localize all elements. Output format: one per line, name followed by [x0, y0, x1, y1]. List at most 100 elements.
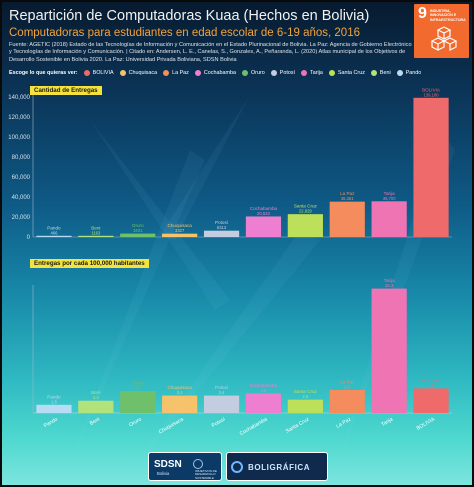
sdg-label: INDUSTRIA, INNOVACIÓN E INFRAESTRUCTURA: [430, 9, 466, 22]
chart-entregas-por-habitantes: Pando1.6PandoBeni2.4BeniOruro4.3OruroChu…: [32, 278, 452, 437]
bar-category-label: Beni: [91, 225, 100, 230]
bar-value-label: 2.6: [302, 394, 308, 399]
x-tick-label: BOLIVIA: [416, 416, 437, 432]
sdg-badge: 9 INDUSTRIA, INNOVACIÓN E INFRAESTRUCTUR…: [414, 4, 469, 58]
bar: [120, 390, 156, 413]
legend-item-tarija[interactable]: Tarija: [301, 70, 323, 76]
bar-value-label: 22,829: [299, 209, 312, 214]
bar: [36, 235, 72, 237]
x-tick-label: Cochabamba: [239, 416, 269, 437]
bar: [120, 233, 156, 237]
x-tick-label: Santa Cruz: [285, 416, 311, 434]
bar-category-label: Pando: [47, 394, 61, 399]
y-tick-label: 40,000: [12, 195, 31, 201]
bar-category-label: Tarija: [384, 191, 395, 196]
sdsn-logo[interactable]: SDSN Bolivia OBJETIVOS DE DESARROLLO SOS…: [148, 452, 222, 481]
y-tick-label: 100,000: [8, 135, 30, 141]
bar: [413, 97, 449, 237]
page-subtitle: Computadoras para estudiantes en edad es…: [9, 27, 360, 39]
legend-label: Beni: [379, 70, 391, 76]
legend-label: Cochabamba: [203, 70, 236, 76]
legend-item-pando[interactable]: Pando: [396, 70, 421, 76]
bar-category-label: La Paz: [340, 379, 355, 384]
x-tick-label: Beni: [89, 417, 101, 427]
bar-value-label: 4.3: [135, 385, 141, 390]
legend-swatch: [301, 70, 308, 76]
bar-category-label: Tarija: [384, 278, 395, 283]
boligrafica-ring-icon: [231, 461, 243, 473]
legend-swatch: [194, 70, 201, 76]
legend-swatch: [119, 70, 126, 76]
legend-swatch: [83, 70, 90, 76]
legend-item-cochabamba[interactable]: Cochabamba: [194, 70, 236, 76]
y-tick-label: 140,000: [8, 95, 30, 101]
bar: [203, 230, 240, 237]
legend-item-la-paz[interactable]: La Paz: [163, 70, 189, 76]
chart-cantidad-entregas: 0 20,000 40,000 60,000 80,000 100,000 120,000 1…: [8, 87, 452, 241]
bar-category-label: BOLIVIA: [422, 87, 441, 92]
legend-label: Potosí: [279, 70, 296, 76]
bar-value-label: 2.4: [93, 395, 99, 400]
legend-item-santa-cruz[interactable]: Santa Cruz: [328, 70, 365, 76]
bar: [78, 235, 114, 237]
bar-category-label: Cochabamba: [250, 383, 278, 388]
bar-value-label: 35,700: [383, 196, 396, 201]
bar-category-label: BOLIVIA: [422, 378, 441, 383]
boligrafica-logo[interactable]: BOLIGRÁFICA: [226, 452, 328, 481]
legend-item-beni[interactable]: Beni: [370, 70, 391, 76]
y-tick-label: 80,000: [12, 155, 31, 161]
bar: [371, 288, 407, 413]
bar-category-label: Beni: [91, 390, 100, 395]
bar-value-label: 20,533: [257, 211, 270, 216]
bar-category-label: Chuquisaca: [168, 385, 193, 390]
legend-label: Santa Cruz: [337, 70, 365, 76]
legend-item-oruro[interactable]: Oruro: [241, 70, 265, 76]
legend-label: Oruro: [250, 70, 265, 76]
bar-value-label: 3401: [133, 228, 143, 233]
bar-value-label: 1.6: [51, 399, 57, 404]
x-tick-label: Pando: [43, 416, 59, 429]
bar-value-label: 3.8: [261, 388, 267, 393]
bar: [329, 389, 365, 413]
bar: [371, 201, 407, 237]
sdg-number: 9: [418, 5, 427, 22]
bar-value-label: 3327: [175, 228, 185, 233]
cube-stack-icon: [431, 26, 457, 51]
bar-value-label: 1163: [91, 230, 101, 235]
bar: [329, 201, 365, 237]
legend-swatch: [328, 70, 335, 76]
legend: Escoge lo que quieras ver: BOLIVIA Chuqu…: [9, 67, 427, 79]
bar-category-label: Chuquisaca: [168, 223, 193, 228]
x-tick-label: Oruro: [128, 416, 143, 428]
legend-swatch: [370, 70, 377, 76]
bar: [78, 400, 114, 413]
page-title: Repartición de Computadoras Kuaa (Hechos…: [9, 8, 370, 24]
y-tick-label: 20,000: [12, 215, 31, 221]
bar-category-label: Santa Cruz: [294, 204, 318, 209]
legend-swatch: [241, 70, 248, 76]
bar: [36, 404, 72, 413]
bar: [162, 233, 198, 237]
bar-value-label: 4.8: [428, 383, 434, 388]
bar-category-label: Pando: [47, 225, 61, 230]
bar-value-label: 35,361: [341, 196, 354, 201]
bar: [245, 393, 282, 413]
bar-category-label: Potosí: [215, 385, 229, 390]
bar-category-label: Oruro: [132, 223, 144, 228]
legend-label: BOLIVIA: [92, 70, 114, 76]
x-tick-label: Tarija: [380, 416, 394, 427]
bar-category-label: Oruro: [132, 380, 144, 385]
bar-category-label: La Paz: [340, 191, 355, 196]
legend-item-potosi[interactable]: Potosí: [270, 70, 296, 76]
boligrafica-wordmark: BOLIGRÁFICA: [248, 463, 311, 472]
legend-label: Tarija: [310, 70, 323, 76]
legend-item-chuquisaca[interactable]: Chuquisaca: [119, 70, 158, 76]
un-emblem-icon: [193, 459, 203, 469]
sdsn-subtitle: Bolivia: [157, 471, 170, 476]
legend-label: Chuquisaca: [128, 70, 158, 76]
bar-category-label: Cochabamba: [250, 206, 278, 211]
footer-logos: SDSN Bolivia OBJETIVOS DE DESARROLLO SOS…: [148, 452, 328, 481]
bar-value-label: 6313: [217, 225, 227, 230]
legend-item-bolivia[interactable]: BOLIVIA: [83, 70, 114, 76]
